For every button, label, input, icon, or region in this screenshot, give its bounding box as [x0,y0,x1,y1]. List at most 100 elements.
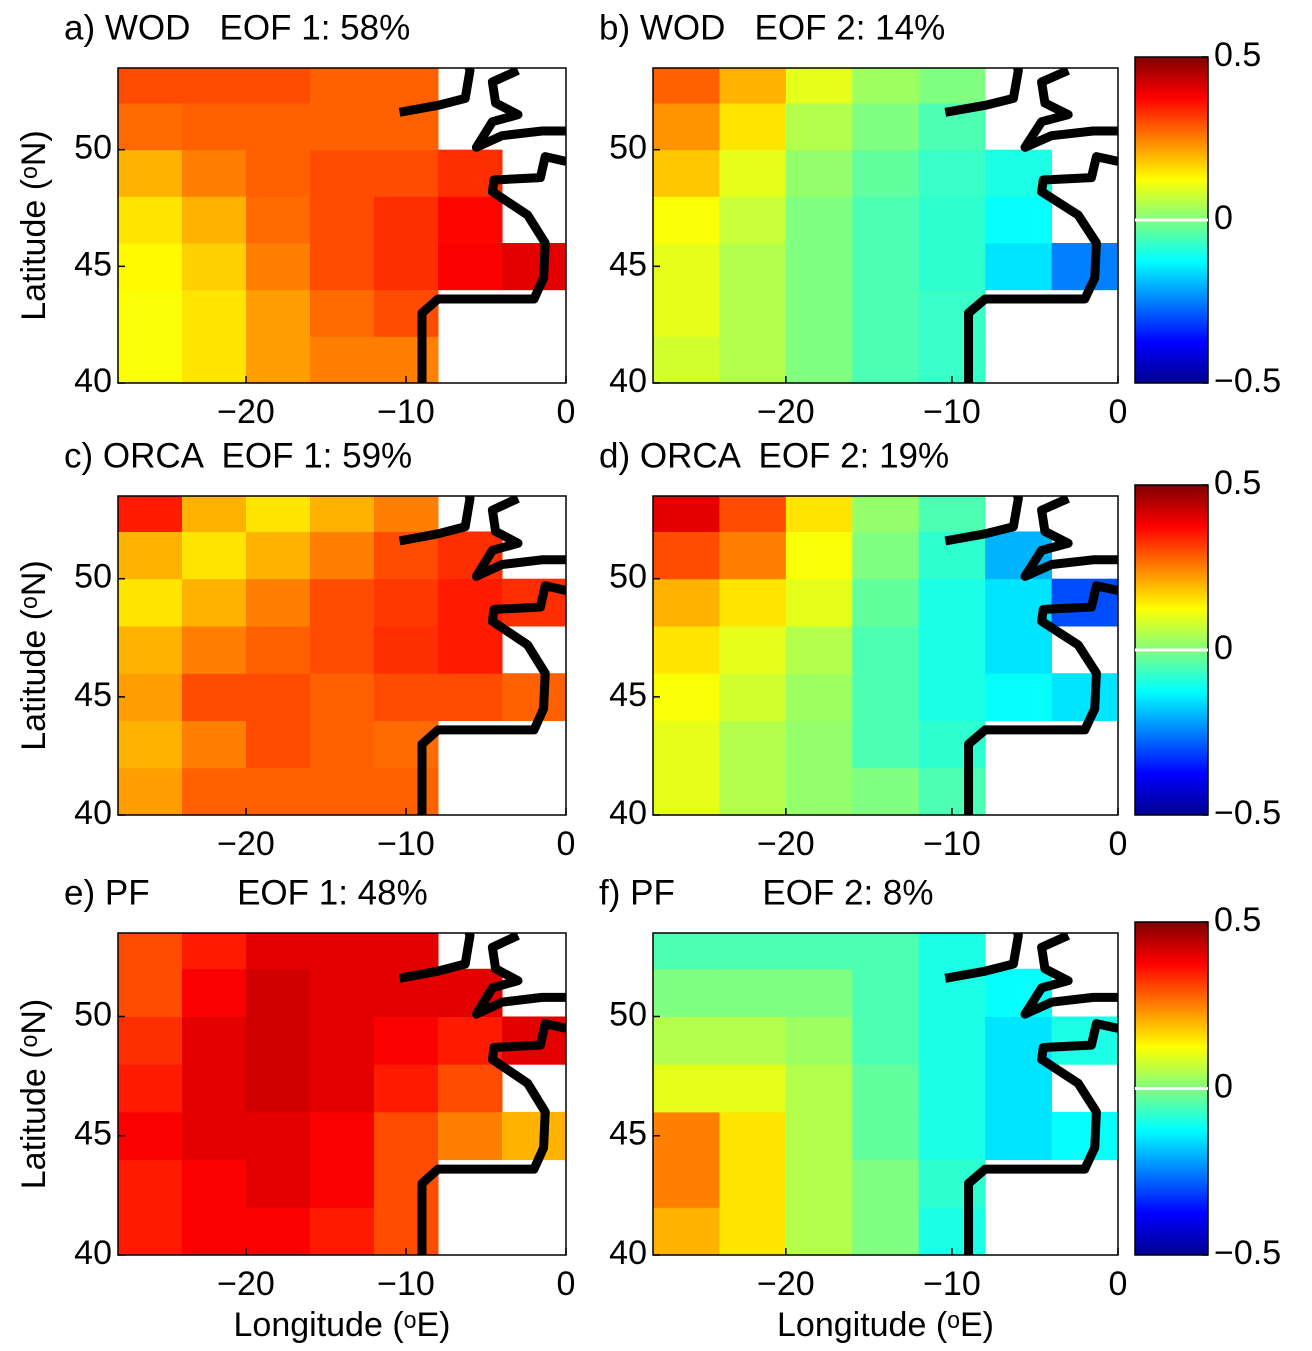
heat-cell [852,767,920,815]
y-axis-label: Latitude (ᵒN) [15,999,53,1189]
heat-cell [374,1064,439,1113]
heat-cell [310,1207,375,1255]
y-tick-label: 50 [74,558,112,596]
x-tick-label: 0 [1109,393,1128,431]
panel: −20 −10 0 40 45 50 d) ORCA EOF 2: 19% −0.5 0 0.5 [599,436,1281,863]
heat-cell [719,1064,787,1113]
heat-cell [719,1111,787,1161]
heat-cell [852,196,920,244]
heat-cell [182,68,247,104]
axes-frame [117,495,567,816]
heat-cell [918,767,986,815]
heat-cell [118,578,183,627]
heat-cell [852,103,920,151]
x-tick-label: −20 [217,825,275,863]
heat-cell [918,1111,986,1161]
heat-cell [246,336,311,383]
y-tick-label: 40 [609,1234,647,1272]
heat-cell [374,720,439,769]
heat-cell [653,531,720,580]
heat-cell [1051,673,1118,721]
heat-cell [118,289,183,337]
axes-frame [652,495,1119,816]
heat-cell [118,1159,183,1208]
heat-cell [182,103,247,151]
heat-cell [118,68,183,104]
heat-cell [246,149,311,197]
heat-cell [438,673,503,721]
heat-cell [719,1159,787,1208]
panel-title: b) WOD EOF 2: 14% [599,8,945,47]
x-tick-label: −10 [923,825,981,863]
y-tick-label: 50 [74,995,112,1033]
heat-cell [985,673,1053,721]
heat-cell [1051,243,1118,291]
colorbar-tick-label: 0 [1214,629,1233,667]
heat-cell [374,767,439,815]
heat-cell [118,625,183,674]
heat-cell [374,625,439,674]
coastline [964,581,1118,815]
heat-cell [852,336,920,383]
heat-cell [374,1016,439,1065]
heat-cell [118,1016,183,1065]
heat-cell [985,625,1053,674]
heat-cell [246,1064,311,1113]
heat-cell [246,578,311,627]
heat-cell [785,720,853,769]
coastline [964,1019,1118,1255]
colorbar-tick-label: 0.5 [1214,901,1261,939]
heat-cell [719,673,787,721]
heat-cell [246,968,311,1017]
heat-cell [852,933,920,970]
x-tick-label: −10 [377,1265,435,1303]
heatmap-cells [118,68,566,383]
heat-cell [653,149,720,197]
heat-cell [719,103,787,151]
heat-cell [918,1016,986,1065]
heat-cell [118,531,183,580]
y-tick-label: 45 [74,676,112,714]
heat-cell [246,531,311,580]
coastline [944,68,1023,117]
heat-cell [785,336,853,383]
coastline [417,1019,566,1255]
x-tick-label: −10 [923,393,981,431]
heat-cell [310,531,375,580]
heat-cell [118,1111,183,1161]
heat-cell [438,243,503,291]
heat-cell [182,1064,247,1113]
heat-cell [182,968,247,1017]
y-tick-label: 40 [609,362,647,400]
heat-cell [653,1207,720,1255]
panel: −20 −10 0 40 45 50 e) PF EOF 1: 48% Latitude (ᵒ… [15,873,575,1344]
heat-cell [438,196,503,244]
heat-cell [653,1111,720,1161]
heat-cell [719,149,787,197]
heat-cell [719,1207,787,1255]
heat-cell [118,103,183,151]
x-axis-label: Longitude (ᵒE) [234,1306,451,1344]
heat-cell [438,1111,503,1161]
heat-cell [310,336,375,383]
heat-cell [653,196,720,244]
heat-cell [785,68,853,104]
heat-cell [246,720,311,769]
heat-cell [719,933,787,970]
y-tick-label: 45 [609,1115,647,1153]
heat-cell [719,1016,787,1065]
axes-frame [652,67,1119,384]
heat-cell [852,289,920,337]
heat-cell [310,103,375,151]
heat-cell [918,625,986,674]
heat-cell [246,1111,311,1161]
coastline [471,496,566,581]
x-tick-label: 0 [557,1265,576,1303]
heat-cell [310,578,375,627]
heat-cell [852,1064,920,1113]
heat-cell [653,289,720,337]
y-tick-label: 50 [609,558,647,596]
x-tick-label: −20 [217,393,275,431]
heat-cell [182,578,247,627]
